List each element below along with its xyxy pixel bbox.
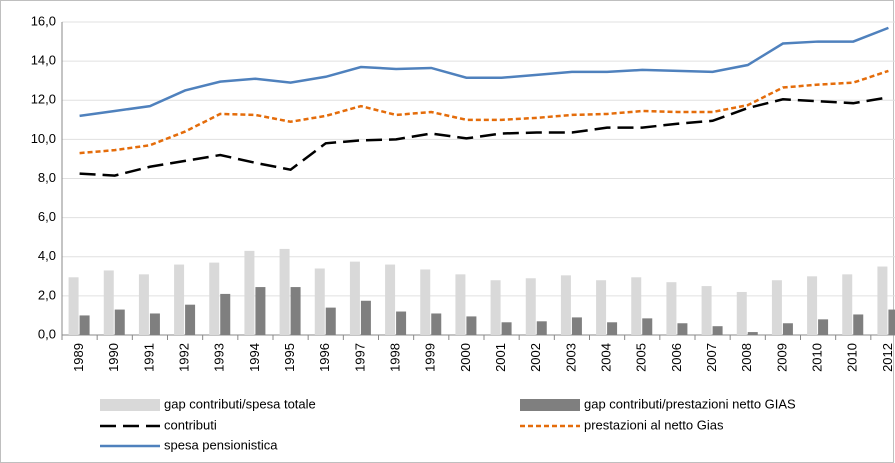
bar (396, 311, 407, 335)
x-tick-label: 1994 (247, 343, 262, 372)
bar (466, 316, 477, 335)
bar (455, 274, 466, 335)
bar (701, 286, 712, 335)
x-tick-label: 2010 (810, 343, 825, 372)
y-tick-label: 0,0 (38, 326, 56, 341)
bar (290, 287, 301, 335)
bar (349, 261, 360, 335)
x-tick-label: 1993 (212, 343, 227, 372)
bar (525, 278, 536, 335)
line (79, 96, 889, 177)
x-tick-label: 1990 (106, 343, 121, 372)
bar (114, 309, 125, 335)
x-tick-label: 2007 (704, 343, 719, 372)
x-tick-label: 2004 (599, 343, 614, 372)
bar (103, 270, 114, 335)
y-tick-label: 2,0 (38, 287, 56, 302)
bar (360, 300, 371, 335)
legend-swatch (520, 399, 580, 411)
legend-swatch (100, 399, 160, 411)
bar (736, 291, 747, 335)
bar (149, 313, 160, 335)
x-tick-label: 2009 (774, 343, 789, 372)
y-tick-label: 6,0 (38, 209, 56, 224)
x-tick-label: 1992 (177, 343, 192, 372)
bar (490, 280, 501, 335)
bar (244, 250, 255, 335)
x-tick-label: 2008 (739, 343, 754, 372)
x-tick-label: 1997 (352, 343, 367, 372)
legend-label: prestazioni al netto Gias (584, 417, 724, 432)
legend-label: spesa pensionistica (164, 437, 278, 452)
line (79, 69, 889, 155)
bar (677, 323, 688, 335)
bar (571, 317, 582, 335)
bar (807, 276, 818, 335)
x-tick-label: 2003 (563, 343, 578, 372)
bar (220, 293, 231, 335)
x-tick-label: 2010 (845, 343, 860, 372)
bar (501, 322, 512, 335)
bar (596, 280, 607, 335)
y-tick-label: 4,0 (38, 248, 56, 263)
bar (385, 264, 396, 335)
bar (877, 266, 888, 335)
y-tick-label: 14,0 (31, 53, 56, 68)
legend-label: gap contributi/spesa totale (164, 396, 316, 411)
x-tick-label: 1999 (423, 343, 438, 372)
bar (185, 304, 196, 335)
line (79, 26, 889, 118)
bar (666, 282, 677, 335)
bar (325, 307, 336, 335)
bar (818, 319, 829, 335)
x-tick-label: 1998 (388, 343, 403, 372)
bar (631, 277, 642, 335)
bar (431, 313, 442, 335)
bar (174, 264, 185, 335)
x-tick-label: 2001 (493, 343, 508, 372)
x-tick-label: 2005 (634, 343, 649, 372)
bar (782, 323, 793, 335)
bar (747, 332, 758, 335)
bar (853, 314, 864, 335)
bar (138, 274, 149, 335)
bar (536, 321, 547, 335)
bar (79, 315, 90, 335)
bar (642, 318, 653, 335)
bar (209, 262, 220, 335)
bar (607, 322, 618, 335)
x-tick-label: 1991 (141, 343, 156, 372)
bar (420, 269, 431, 335)
x-tick-label: 1989 (71, 343, 86, 372)
bar (314, 268, 325, 335)
legend-label: gap contributi/prestazioni netto GIAS (584, 396, 796, 411)
x-tick-label: 1995 (282, 343, 297, 372)
bar (560, 275, 571, 335)
legend-label: contributi (164, 417, 217, 432)
bar (279, 248, 290, 335)
bar (255, 287, 266, 335)
x-tick-label: 2012 (880, 343, 895, 372)
bar (771, 280, 782, 335)
bar (842, 274, 853, 335)
bar (68, 277, 79, 335)
x-tick-label: 2000 (458, 343, 473, 372)
y-tick-label: 12,0 (31, 92, 56, 107)
x-tick-label: 2002 (528, 343, 543, 372)
bar (712, 326, 723, 335)
x-tick-label: 2006 (669, 343, 684, 372)
bar (888, 309, 895, 335)
y-tick-label: 10,0 (31, 131, 56, 146)
x-tick-label: 1996 (317, 343, 332, 372)
y-tick-label: 8,0 (38, 170, 56, 185)
y-tick-label: 16,0 (31, 13, 56, 28)
